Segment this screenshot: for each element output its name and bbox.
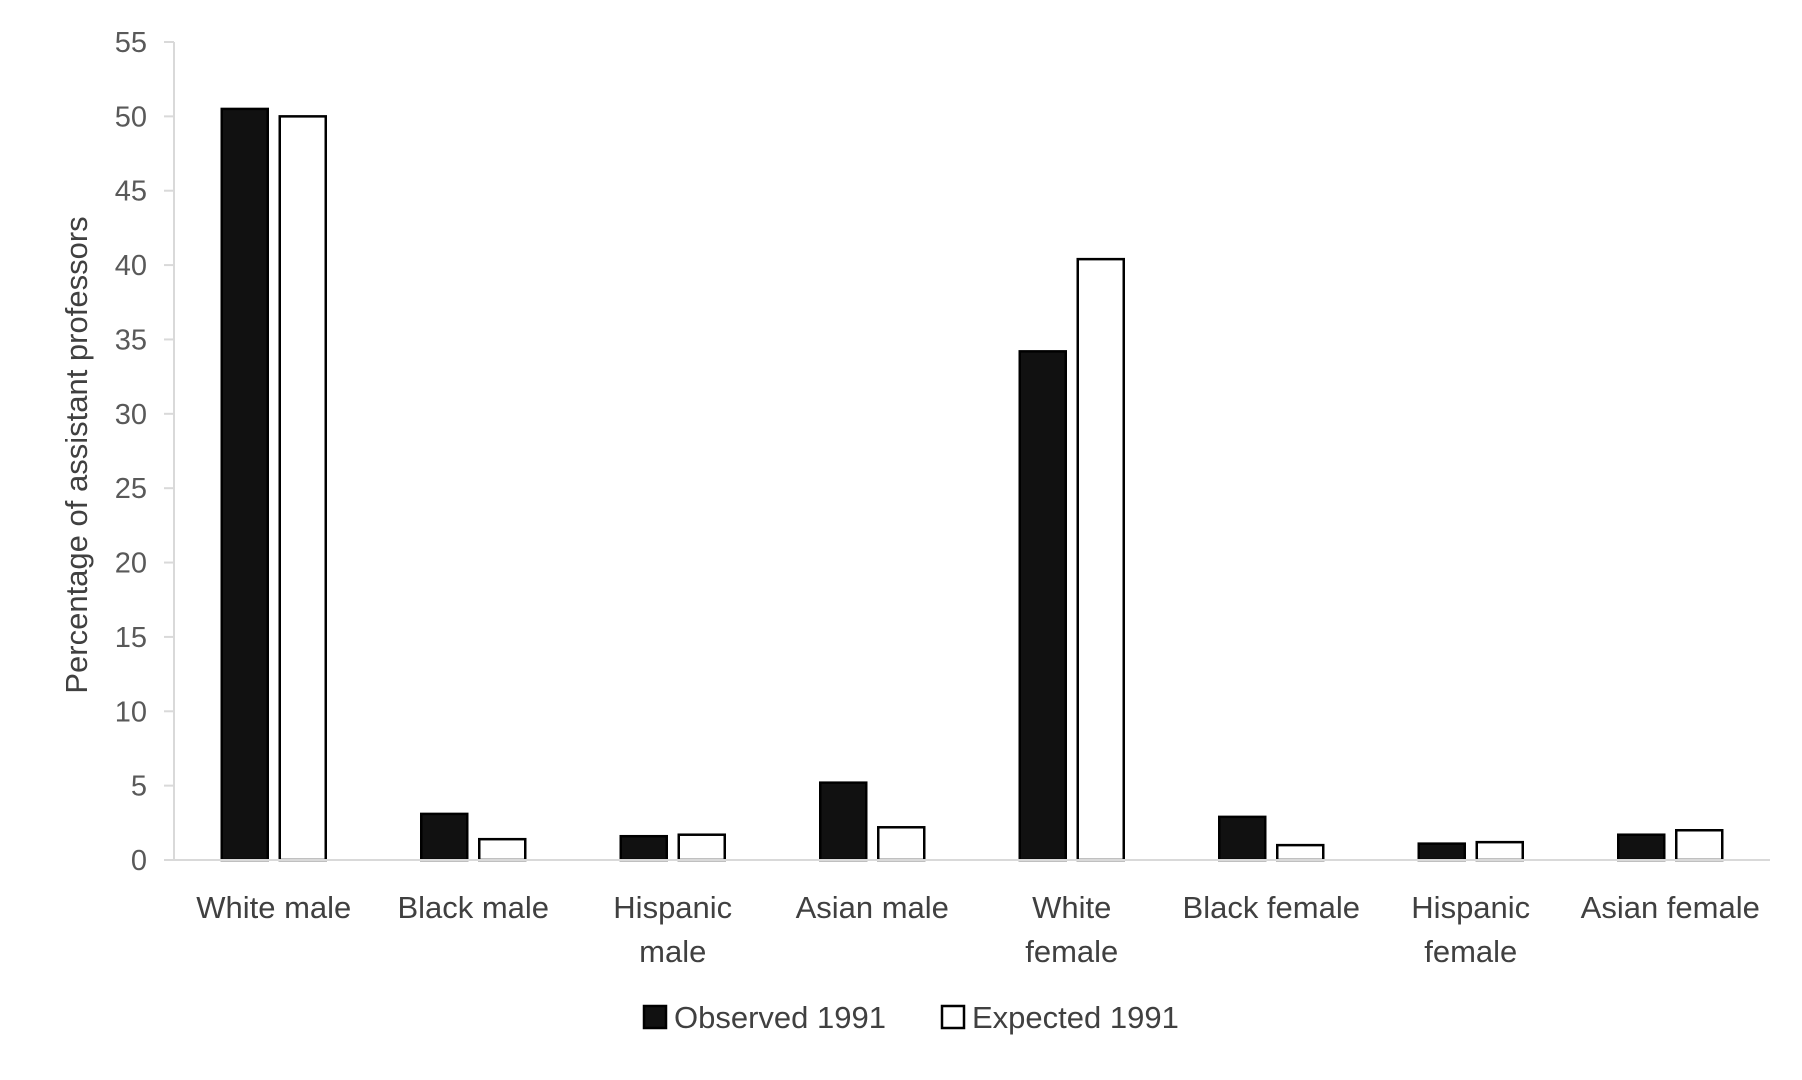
y-tick-label: 10 <box>115 696 147 728</box>
bars-group <box>220 107 1724 862</box>
bar-observed <box>420 812 469 862</box>
y-tick-label: 45 <box>115 176 147 208</box>
y-tick-label: 15 <box>115 622 147 654</box>
y-tick-label: 35 <box>115 324 147 356</box>
bar-expected <box>1475 840 1524 862</box>
legend-swatch-observed <box>642 1004 668 1030</box>
bar-observed <box>1417 842 1466 862</box>
bar-observed <box>819 781 868 862</box>
legend: Observed 1991 Expected 1991 <box>642 1000 1179 1035</box>
y-tick-label: 0 <box>131 845 147 877</box>
bar-observed <box>619 834 668 862</box>
bar-expected <box>677 833 726 862</box>
x-tick-label: Hispanic <box>1411 890 1530 925</box>
y-tick-label: 20 <box>115 548 147 580</box>
bar-observed <box>1018 350 1067 862</box>
x-tick-label: White <box>1032 890 1111 925</box>
x-tick-label: male <box>639 934 706 969</box>
bar-expected <box>478 837 527 862</box>
y-tick-label: 55 <box>115 27 147 59</box>
y-axis: 0 5 10 15 20 25 30 35 40 45 50 55 <box>115 27 175 877</box>
x-axis: White male Black male Hispanic male Asian ma… <box>174 859 1770 969</box>
bar-observed <box>1218 815 1267 862</box>
bar-expected <box>877 826 926 862</box>
y-tick-label: 50 <box>115 101 147 133</box>
y-tick-label: 25 <box>115 473 147 505</box>
y-tick-label: 40 <box>115 250 147 282</box>
legend-label-observed: Observed 1991 <box>674 1000 886 1035</box>
x-tick-label: White male <box>196 890 351 925</box>
y-axis-title: Percentage of assistant professors <box>59 216 94 693</box>
y-tick-label: 30 <box>115 399 147 431</box>
bar-expected <box>1276 843 1325 862</box>
bar-observed <box>220 107 269 862</box>
bar-expected <box>1076 257 1125 862</box>
x-tick-label: Asian male <box>796 890 949 925</box>
y-tick-label: 5 <box>131 771 147 803</box>
x-tick-label: Asian female <box>1581 890 1760 925</box>
bar-expected <box>1675 829 1724 862</box>
legend-swatch-expected <box>940 1004 966 1030</box>
x-tick-label: Black female <box>1183 890 1360 925</box>
legend-label-expected: Expected 1991 <box>972 1000 1179 1035</box>
bar-expected <box>278 115 327 862</box>
x-tick-label: female <box>1025 934 1118 969</box>
x-tick-label: female <box>1424 934 1517 969</box>
x-tick-label: Hispanic <box>613 890 732 925</box>
x-tick-label: Black male <box>397 890 549 925</box>
bar-observed <box>1617 833 1666 862</box>
